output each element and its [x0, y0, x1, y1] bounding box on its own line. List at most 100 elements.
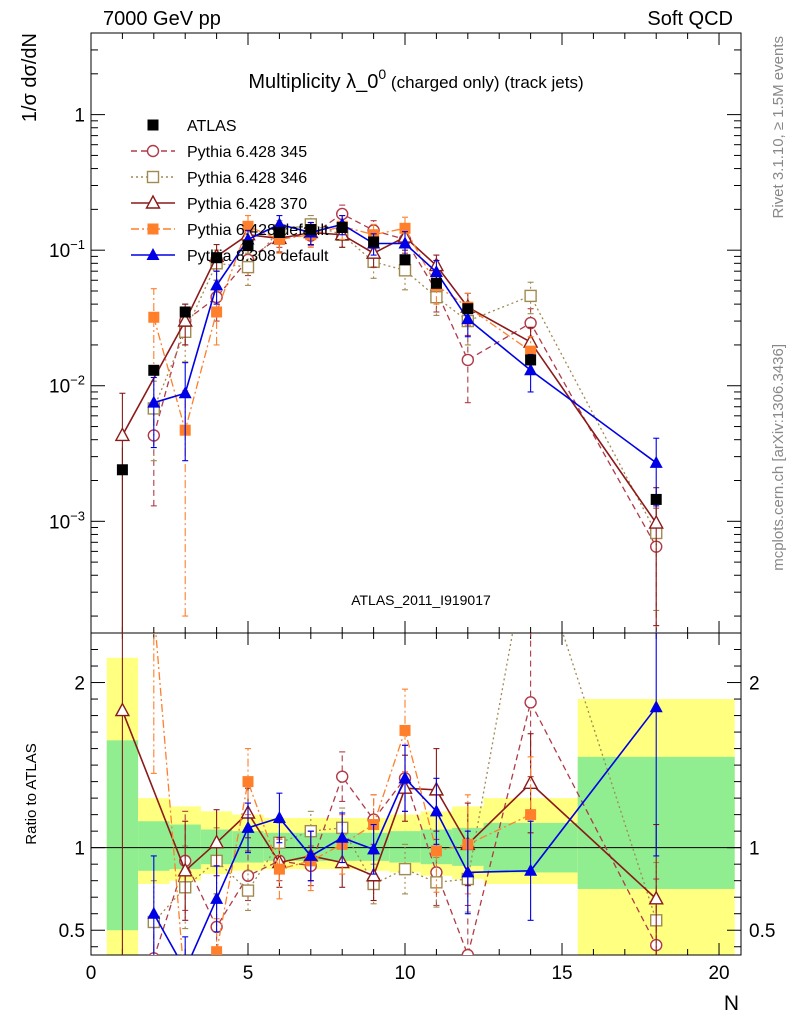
- ratio-y-tick-label: 1: [74, 839, 85, 860]
- data-point: [399, 254, 411, 266]
- data-point: [148, 364, 160, 376]
- data-point: [525, 809, 537, 821]
- data-point: [272, 810, 286, 823]
- legend-marker: [147, 119, 159, 131]
- legend-marker: [146, 248, 160, 260]
- data-point: [335, 830, 349, 843]
- x-tick-label: 5: [243, 963, 254, 984]
- data-point: [429, 265, 443, 278]
- data-point: [114, 426, 131, 442]
- header-right: Soft QCD: [647, 8, 733, 30]
- legend-label: Pythia 8.308 default: [187, 248, 329, 265]
- ratio-series-pythia-8-308-default: [147, 633, 663, 975]
- data-point: [241, 820, 255, 833]
- ratio-y-tick-label-right: 0.5: [749, 921, 775, 942]
- y-tick-label: 10−1: [49, 237, 85, 262]
- legend-label: Pythia 6.428 346: [187, 170, 307, 187]
- data-point: [336, 770, 349, 783]
- data-point: [429, 804, 443, 817]
- ratio-y-tick-label: 2: [74, 674, 85, 695]
- ratio-bands: [106, 657, 735, 955]
- data-point: [648, 890, 664, 905]
- data-point: [179, 963, 192, 975]
- data-point: [304, 848, 318, 861]
- ratio-y-tick-label-right: 1: [749, 839, 760, 860]
- ratio-y-axis-label: Ratio to ATLAS: [23, 743, 40, 844]
- chart-title: Multiplicity λ_00 (charged only) (track …: [248, 66, 583, 93]
- data-point: [179, 306, 191, 318]
- data-point: [461, 865, 475, 878]
- data-point: [273, 233, 285, 245]
- bottom-frame: [90, 632, 742, 956]
- top-series-atlas: [116, 221, 662, 505]
- data-point: [649, 455, 663, 468]
- data-point: [398, 236, 412, 249]
- data-point: [211, 306, 223, 318]
- ratio-y-tick-label: 0.5: [59, 921, 85, 942]
- x-tick-label: 0: [86, 963, 97, 984]
- data-point: [462, 303, 474, 315]
- data-point: [368, 236, 380, 248]
- data-point: [208, 834, 225, 849]
- series-line: [121, 231, 657, 524]
- data-point: [461, 312, 475, 325]
- data-point: [210, 891, 224, 904]
- data-point: [367, 842, 381, 855]
- x-tick-label: 15: [551, 963, 572, 984]
- data-point: [524, 863, 538, 876]
- legend-label: Pythia 6.428 default: [187, 222, 329, 239]
- data-point: [177, 862, 193, 877]
- data-point: [211, 946, 223, 955]
- data-point: [272, 217, 286, 230]
- data-point: [305, 224, 317, 236]
- data-point: [525, 354, 537, 366]
- data-point: [116, 464, 128, 476]
- data-point: [399, 724, 411, 736]
- y-tick-label: 10−3: [49, 508, 85, 533]
- legend-marker: [146, 170, 160, 184]
- data-point: [148, 603, 159, 614]
- data-point: [461, 353, 475, 367]
- y-axis-label: 1/σ dσ/dN: [19, 33, 41, 122]
- data-point: [210, 278, 224, 291]
- data-point: [242, 240, 254, 252]
- legend-label: ATLAS: [187, 118, 237, 135]
- data-point: [398, 264, 412, 277]
- data-point: [461, 948, 475, 955]
- data-point: [242, 220, 254, 232]
- ratio-series-pythia-6-428-default: [148, 603, 537, 995]
- data-point: [398, 771, 412, 784]
- legend-label: Pythia 6.428 345: [187, 144, 307, 161]
- data-point: [524, 363, 538, 376]
- data-point: [399, 222, 411, 234]
- data-point: [336, 221, 348, 233]
- x-axis-label: N: [724, 992, 739, 1015]
- data-point: [430, 277, 442, 289]
- data-point: [273, 227, 285, 239]
- data-point: [273, 863, 285, 875]
- data-point: [177, 312, 193, 327]
- y-tick-label: 10−2: [49, 373, 85, 398]
- data-point: [241, 884, 255, 897]
- legend-marker: [147, 223, 159, 235]
- legend-marker: [146, 144, 160, 158]
- data-point: [148, 311, 160, 323]
- data-point: [650, 493, 662, 505]
- data-point: [211, 252, 223, 264]
- data-point: [524, 696, 537, 709]
- legend-marker: [145, 194, 161, 209]
- data-point: [525, 345, 537, 357]
- data-point: [180, 984, 191, 995]
- watermark: ATLAS_2011_I919017: [351, 592, 491, 608]
- data-point: [430, 845, 442, 857]
- data-point: [525, 528, 536, 539]
- header-left: 7000 GeV pp: [103, 8, 221, 30]
- x-tick-label: 10: [394, 963, 415, 984]
- data-point: [242, 776, 254, 788]
- x-tick-label: 20: [708, 963, 729, 984]
- series-line: [155, 633, 531, 955]
- legend-label: Pythia 6.428 370: [187, 196, 307, 213]
- ratio-y-tick-label-right: 2: [749, 674, 760, 695]
- data-point: [178, 386, 192, 399]
